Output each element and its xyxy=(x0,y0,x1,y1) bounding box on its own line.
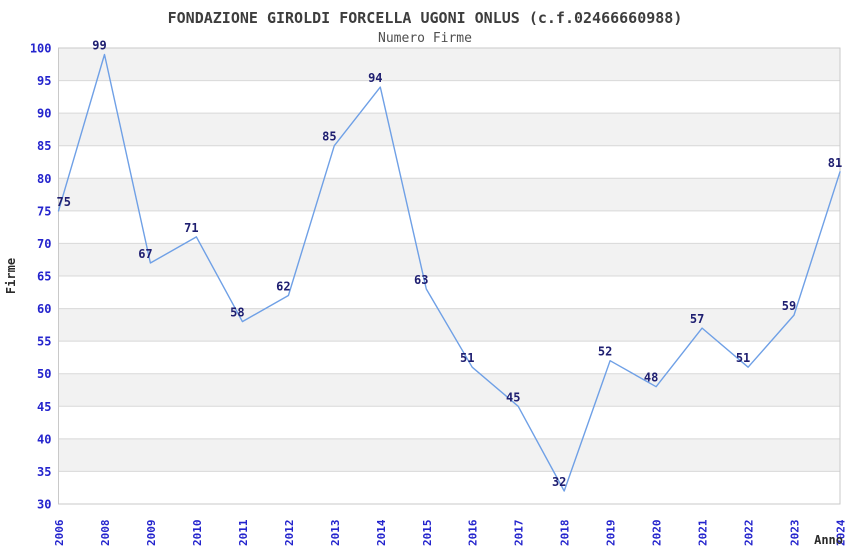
data-label: 99 xyxy=(92,39,106,53)
y-tick-label: 65 xyxy=(37,270,51,284)
data-labels: 75 99 67 71 58 62 85 94 63 51 45 32 52 48 57 51 59 81 xyxy=(57,39,843,489)
y-tick-label: 70 xyxy=(37,237,51,251)
x-tick-label: 2019 xyxy=(605,520,618,547)
plot-border xyxy=(58,47,841,505)
x-tick-label: 2008 xyxy=(99,520,112,547)
data-label: 63 xyxy=(414,273,428,287)
data-label: 51 xyxy=(460,351,474,365)
y-tick-label: 50 xyxy=(37,367,51,381)
data-label: 62 xyxy=(276,280,290,294)
x-axis-tick-labels: 2006 2008 2009 2010 2011 2012 2013 2014 2015 2016… xyxy=(53,519,848,546)
data-label: 94 xyxy=(368,71,382,85)
y-tick-label: 45 xyxy=(37,400,51,414)
y-tick-label: 75 xyxy=(37,204,51,218)
x-tick-label: 2024 xyxy=(835,519,848,546)
y-tick-label: 90 xyxy=(37,107,51,121)
x-tick-label: 2015 xyxy=(421,520,434,547)
chart-title: FONDAZIONE GIROLDI FORCELLA UGONI ONLUS … xyxy=(167,9,683,27)
x-axis-title: Anno xyxy=(814,533,843,547)
y-tick-label: 40 xyxy=(37,432,51,446)
y-tick-label: 60 xyxy=(37,302,51,316)
x-tick-label: 2016 xyxy=(467,519,480,546)
y-tick-label: 35 xyxy=(37,465,51,479)
x-tick-label: 2020 xyxy=(651,520,664,547)
data-label: 48 xyxy=(644,371,658,385)
data-line-numero-firme xyxy=(57,53,841,492)
x-tick-label: 2010 xyxy=(191,520,204,547)
data-label: 85 xyxy=(322,130,336,144)
x-tick-label: 2018 xyxy=(559,520,572,547)
y-axis-tick-labels: 30 35 40 45 50 55 60 65 70 75 80 85 90 95 100 xyxy=(30,42,52,512)
y-tick-label: 30 xyxy=(37,498,51,512)
x-tick-label: 2014 xyxy=(375,519,388,546)
gridlines xyxy=(58,80,840,472)
x-tick-label: 2009 xyxy=(145,520,158,547)
data-label: 45 xyxy=(506,390,520,404)
data-label: 52 xyxy=(598,345,612,359)
x-tick-label: 2011 xyxy=(237,519,250,546)
plot-stripes xyxy=(58,48,840,504)
data-label: 59 xyxy=(782,299,796,313)
x-tick-label: 2013 xyxy=(329,520,342,547)
data-label: 75 xyxy=(57,195,71,209)
x-tick-label: 2021 xyxy=(697,519,710,546)
x-tick-label: 2006 xyxy=(53,519,66,546)
data-label: 71 xyxy=(184,221,198,235)
y-tick-label: 55 xyxy=(37,335,51,349)
data-label: 32 xyxy=(552,475,566,489)
y-tick-label: 100 xyxy=(30,42,52,56)
y-axis-title: Firme xyxy=(4,258,18,294)
y-tick-label: 80 xyxy=(37,172,51,186)
data-label: 81 xyxy=(828,156,842,170)
data-label: 51 xyxy=(736,351,750,365)
x-tick-label: 2022 xyxy=(743,520,756,547)
x-tick-label: 2023 xyxy=(789,520,802,547)
data-label: 58 xyxy=(230,306,244,320)
x-tick-label: 2017 xyxy=(513,520,526,547)
data-label: 67 xyxy=(138,247,152,261)
y-tick-label: 95 xyxy=(37,74,51,88)
x-tick-label: 2012 xyxy=(283,520,296,547)
y-tick-label: 85 xyxy=(37,139,51,153)
data-label: 57 xyxy=(690,312,704,326)
chart-subtitle: Numero Firme xyxy=(378,31,472,46)
